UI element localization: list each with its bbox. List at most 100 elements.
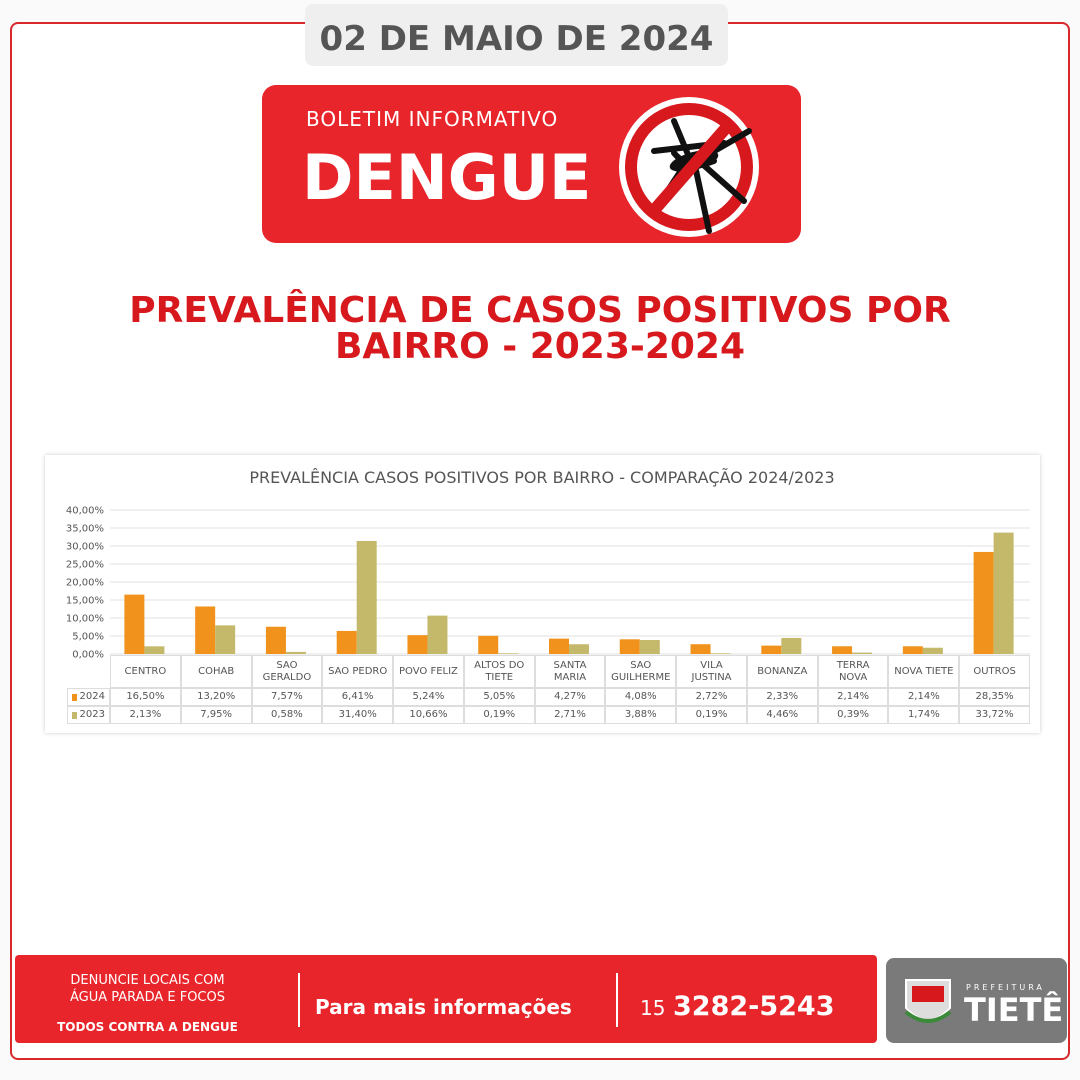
chart-title: PREVALÊNCIA CASOS POSITIVOS POR BAIRRO -… [249,468,834,487]
headline: BAIRRO - 2023-2024 [334,326,746,367]
y-tick-label: 20,00% [66,578,104,589]
data-label: 10,66% [393,706,464,724]
y-tick-label: 0,00% [72,650,104,661]
data-label: 0,19% [463,706,535,724]
data-label: 33,72% [959,706,1030,724]
x-tick-label: SAO PEDRO [322,655,394,688]
bar [973,551,994,654]
data-label: 16,50% [110,688,181,706]
bar [265,626,286,654]
bar [852,652,873,654]
bar [336,630,357,654]
bar [639,640,660,654]
bar [781,637,802,654]
data-label: 4,08% [605,688,677,706]
y-tick-label: 10,00% [66,614,104,625]
legend-swatch [72,711,77,719]
banner: BOLETIM INFORMATIVO DENGUE [262,85,801,243]
bar [619,639,640,654]
data-label: 0,39% [817,706,889,724]
data-label: 0,58% [251,706,323,724]
data-label: 2,14% [817,688,889,706]
x-tick-label: SAO GERALDO [251,655,323,688]
chart-panel: PREVALÊNCIA CASOS POSITIVOS POR BAIRRO -… [45,455,1040,733]
bar [407,635,428,654]
data-label: 28,35% [959,688,1030,706]
x-tick-label: CENTRO [110,655,181,688]
logo-top: PREFEITURA [966,983,1045,992]
data-label: 2,14% [888,688,960,706]
y-tick-label: 5,00% [72,632,104,643]
y-tick-label: 15,00% [66,596,104,607]
data-label: 2,13% [110,706,181,724]
bar [690,644,711,654]
data-label: 1,74% [888,706,960,724]
data-label: 7,57% [251,688,323,706]
bar [993,532,1014,654]
y-tick-label: 30,00% [66,542,104,553]
x-tick-label: POVO FELIZ [393,655,464,688]
data-label: 13,20% [180,688,252,706]
bar [356,540,377,654]
data-label: 2,33% [746,688,818,706]
legend-entry: 2024 [67,688,110,706]
bar [710,653,731,654]
bar [144,646,165,654]
bar [832,646,853,654]
divider [616,973,618,1027]
x-tick-label: ALTOS DO TIETE [463,655,535,688]
y-tick-label: 35,00% [66,524,104,535]
x-tick-label: OUTROS [959,655,1030,688]
coat-of-arms [904,979,952,1023]
data-label: 6,41% [322,688,394,706]
data-label: 2,72% [676,688,747,706]
x-tick-label: NOVA TIETE [888,655,960,688]
bar [215,625,236,654]
area-code: 15 [640,996,666,1020]
bar [285,651,306,654]
logo-name: TIETÊ [964,991,1064,1029]
bar [478,635,499,654]
headline: PREVALÊNCIA DE CASOS POSITIVOS POR [129,290,951,331]
info: Para mais informações [315,995,572,1019]
legend-entry: 2023 [67,706,110,724]
data-label: 7,95% [180,706,252,724]
data-label: 31,40% [322,706,394,724]
bar [569,644,589,654]
data-label: 4,46% [746,706,818,724]
divider [298,973,300,1027]
y-tick-label: 40,00% [66,506,104,517]
bar [922,647,943,654]
bar [761,645,782,654]
data-label: 5,24% [393,688,464,706]
x-tick-label: COHAB [180,655,252,688]
data-label: 2,71% [534,706,606,724]
phone: 3282-5243 [673,991,835,1022]
data-label: 5,05% [463,688,535,706]
bar [427,615,448,654]
no-mosquito-icon [619,97,759,237]
data-label: 3,88% [605,706,677,724]
footer-text: DENUNCIE LOCAIS COM [70,973,225,988]
footer-text: ÁGUA PARADA E FOCOS [69,990,225,1005]
x-tick-label: TERRA NOVA [817,655,889,688]
bar [902,646,923,654]
bar [124,594,145,654]
logo: PREFEITURA TIETÊ [886,958,1067,1043]
legend-swatch [72,693,77,701]
x-tick-label: BONANZA [746,655,818,688]
legend-label: 2024 [79,691,105,702]
data-label: 0,19% [676,706,747,724]
x-tick-label: SAO GUILHERME [605,655,677,688]
x-tick-label: VILA JUSTINA [676,655,747,688]
bar [549,638,569,654]
date: 02 DE MAIO DE 2024 [305,4,728,66]
x-tick-label: SANTA MARIA [534,655,606,688]
footer: DENUNCIE LOCAIS COM ÁGUA PARADA E FOCOS … [15,955,877,1043]
bulletin: BOLETIM INFORMATIVO [306,107,559,131]
chart: PREVALÊNCIA CASOS POSITIVOS POR BAIRRO -… [66,468,1030,661]
bar [498,653,519,654]
y-tick-label: 25,00% [66,560,104,571]
footer-slogan: TODOS CONTRA A DENGUE [57,1020,238,1034]
